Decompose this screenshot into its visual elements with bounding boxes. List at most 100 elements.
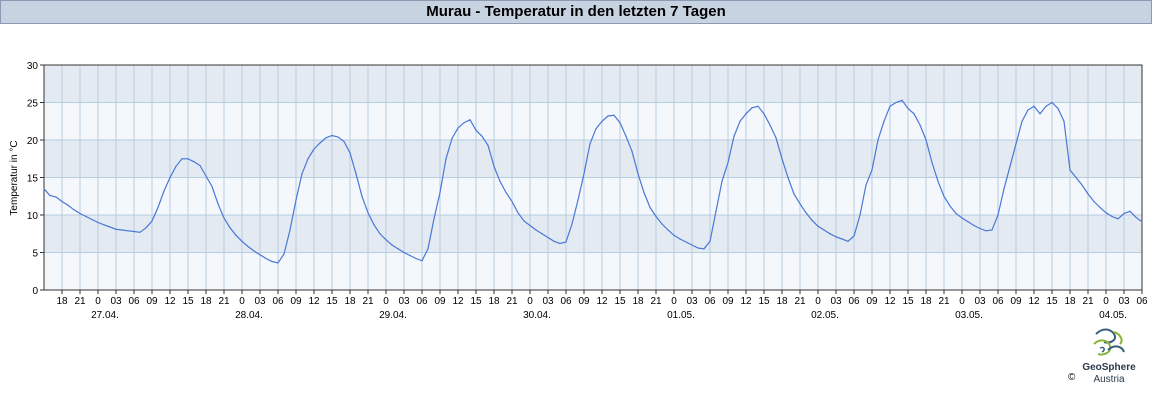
data-point [601, 120, 603, 122]
data-point [733, 135, 735, 137]
geosphere-logo: GeoSphere Austria [1066, 326, 1152, 388]
x-tick-label: 18 [200, 296, 212, 307]
data-point [769, 124, 771, 126]
data-point [163, 190, 165, 192]
data-point [1105, 212, 1107, 214]
data-point [319, 142, 321, 144]
chart-title: Murau - Temperatur in den letzten 7 Tage… [0, 0, 1152, 24]
data-point [97, 221, 99, 224]
data-point [115, 228, 117, 230]
x-tick-label: 09 [1010, 296, 1022, 307]
x-tick-label: 09 [290, 296, 302, 307]
data-point [835, 236, 837, 238]
data-point [577, 199, 579, 201]
x-tick-label: 0 [527, 296, 533, 307]
data-point [409, 254, 411, 257]
data-point [751, 107, 753, 109]
x-tick-label: 15 [1046, 296, 1058, 307]
data-point [1141, 221, 1143, 223]
x-date-label: 01.05. [667, 310, 695, 321]
data-point [463, 122, 465, 124]
x-tick-label: 12 [596, 296, 608, 307]
x-tick-label: 21 [1082, 296, 1094, 307]
data-point [901, 99, 903, 101]
y-axis: 0 5 10 15 20 25 30 [27, 61, 44, 297]
data-point [613, 114, 615, 116]
data-point [793, 193, 795, 195]
data-point [271, 260, 273, 263]
data-point [427, 248, 429, 250]
data-point [385, 239, 387, 241]
data-point [421, 260, 423, 262]
x-tick-label: 12 [164, 296, 176, 307]
data-point [805, 212, 807, 214]
data-point [829, 233, 831, 235]
data-point [943, 195, 945, 197]
data-point [547, 236, 549, 239]
data-point [685, 241, 687, 243]
x-tick-label: 03 [110, 296, 122, 307]
data-point [169, 176, 171, 179]
series-line [43, 99, 1143, 264]
y-band [44, 102, 1142, 140]
data-point [61, 200, 63, 203]
data-point [985, 230, 987, 232]
x-tick-label: 21 [794, 296, 806, 307]
data-point [1135, 216, 1137, 218]
x-tick-label: 0 [239, 296, 245, 307]
y-tick-label: 10 [27, 211, 39, 222]
data-point [1021, 120, 1023, 122]
data-point [511, 200, 513, 203]
data-point [817, 225, 819, 227]
x-tick-label: 21 [218, 296, 230, 307]
x-tick-label: 15 [902, 296, 914, 307]
x-axis: 18 21 0 03 06 09 12 15 18 21 0 03 06 09 12 15 18 21 0 03 06 0… [56, 290, 1148, 321]
x-tick-label: 18 [488, 296, 500, 307]
data-point [109, 226, 111, 228]
data-point [487, 144, 489, 146]
x-tick-label: 18 [56, 296, 68, 307]
data-point [127, 230, 129, 232]
background-bands [44, 65, 1142, 290]
data-point [43, 188, 45, 190]
data-point [1075, 176, 1077, 179]
data-point [199, 164, 201, 167]
data-point [553, 240, 555, 242]
x-tick-label: 03 [254, 296, 266, 307]
data-point [877, 139, 879, 141]
data-point [739, 120, 741, 122]
data-point [1111, 215, 1113, 218]
data-point [637, 173, 639, 175]
data-point [913, 113, 915, 115]
data-point [457, 127, 459, 129]
data-point [451, 137, 453, 140]
x-tick-label: 06 [1136, 296, 1148, 307]
x-tick-label: 06 [272, 296, 284, 307]
data-point [781, 158, 783, 160]
data-point [1099, 206, 1101, 209]
data-point [307, 158, 309, 160]
x-tick-label: 18 [344, 296, 356, 307]
data-point [373, 224, 375, 226]
x-tick-label: 09 [146, 296, 158, 307]
data-point [715, 210, 717, 212]
data-point [139, 231, 141, 233]
data-point [283, 253, 285, 255]
data-point [967, 221, 969, 223]
y-band [44, 140, 1142, 178]
data-point [337, 136, 339, 138]
data-point [949, 205, 951, 207]
data-point [391, 244, 393, 246]
data-point [1009, 165, 1011, 167]
data-point [91, 218, 93, 221]
x-date-label: 02.05. [811, 310, 839, 321]
x-tick-label: 09 [578, 296, 590, 307]
data-point [1087, 193, 1089, 195]
data-point [289, 229, 291, 231]
x-tick-label: 0 [671, 296, 677, 307]
data-point [1045, 105, 1047, 107]
data-point [595, 128, 597, 130]
geosphere-logo-icon [1093, 328, 1125, 356]
data-point [439, 191, 441, 194]
data-point [697, 247, 699, 249]
